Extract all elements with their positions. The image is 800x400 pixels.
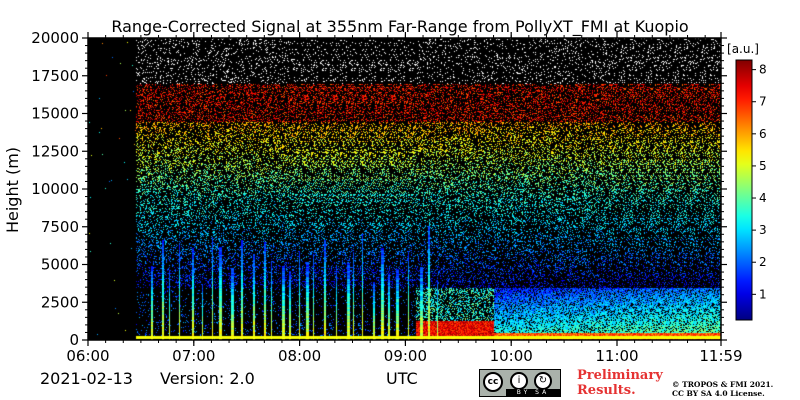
colorbar-tick-label: 2 bbox=[759, 255, 767, 269]
y-axis-label: Height (m) bbox=[3, 147, 22, 233]
y-tick-label: 2500 bbox=[41, 293, 79, 311]
x-tick-label: 10:00 bbox=[490, 347, 533, 365]
x-tick-label: 06:00 bbox=[66, 347, 109, 365]
y-tick-label: 12500 bbox=[31, 142, 79, 160]
colorbar-tick-label: 5 bbox=[759, 159, 767, 173]
y-tick-label: 7500 bbox=[41, 218, 79, 236]
colorbar: 1 2 3 4 5 6 7 8 bbox=[735, 59, 767, 321]
y-tick-label: 17500 bbox=[31, 67, 79, 85]
y-tick-label: 15000 bbox=[31, 105, 79, 123]
cc-icon: cc bbox=[483, 372, 503, 392]
license-strip: BY SA bbox=[506, 389, 560, 396]
copyright-line2: CC BY SA 4.0 License. bbox=[672, 389, 765, 398]
signal-heatmap bbox=[88, 38, 721, 340]
preliminary-line1: Preliminary bbox=[577, 368, 663, 383]
colorbar-tick-label: 7 bbox=[759, 95, 767, 109]
copyright-notice: © TROPOS & FMI 2021. CC BY SA 4.0 Licens… bbox=[672, 380, 773, 398]
x-tick-label: 09:00 bbox=[384, 347, 427, 365]
colorbar-unit: [a.u.] bbox=[727, 42, 759, 56]
version-label: Version: 2.0 bbox=[160, 369, 255, 388]
y-tick-label: 5000 bbox=[41, 256, 79, 274]
x-tick-label: 11:00 bbox=[595, 347, 638, 365]
copyright-line1: © TROPOS & FMI 2021. bbox=[672, 380, 774, 389]
date-label: 2021-02-13 bbox=[40, 369, 133, 388]
colorbar-tick-label: 6 bbox=[759, 127, 767, 141]
cc-license-badge: cc i ↻ BY SA bbox=[479, 369, 561, 397]
colorbar-tick-label: 4 bbox=[759, 191, 767, 205]
y-tick-label: 0 bbox=[69, 331, 79, 349]
axes: 0 2500 5000 7500 10000 12500 15000 17500 20000 06… bbox=[31, 29, 742, 365]
chart-title: Range-Corrected Signal at 355nm Far-Rang… bbox=[111, 17, 689, 36]
x-tick-label: 11:59 bbox=[699, 347, 742, 365]
x-axis-label: UTC bbox=[386, 369, 418, 388]
preliminary-line2: Results. bbox=[577, 383, 636, 398]
preliminary-notice: Preliminary Results. bbox=[577, 368, 663, 398]
y-tick-label: 10000 bbox=[31, 180, 79, 198]
plot-area bbox=[88, 38, 721, 340]
share-alike-icon: ↻ bbox=[534, 372, 552, 390]
x-tick-label: 07:00 bbox=[172, 347, 215, 365]
colorbar-tick-label: 8 bbox=[759, 63, 767, 77]
colorbar-tick-label: 3 bbox=[759, 223, 767, 237]
attribution-icon: i bbox=[510, 372, 528, 390]
y-tick-label: 20000 bbox=[31, 29, 79, 47]
colorbar-gradient bbox=[735, 59, 753, 321]
x-tick-label: 08:00 bbox=[278, 347, 321, 365]
colorbar-tick-label: 1 bbox=[759, 287, 767, 301]
